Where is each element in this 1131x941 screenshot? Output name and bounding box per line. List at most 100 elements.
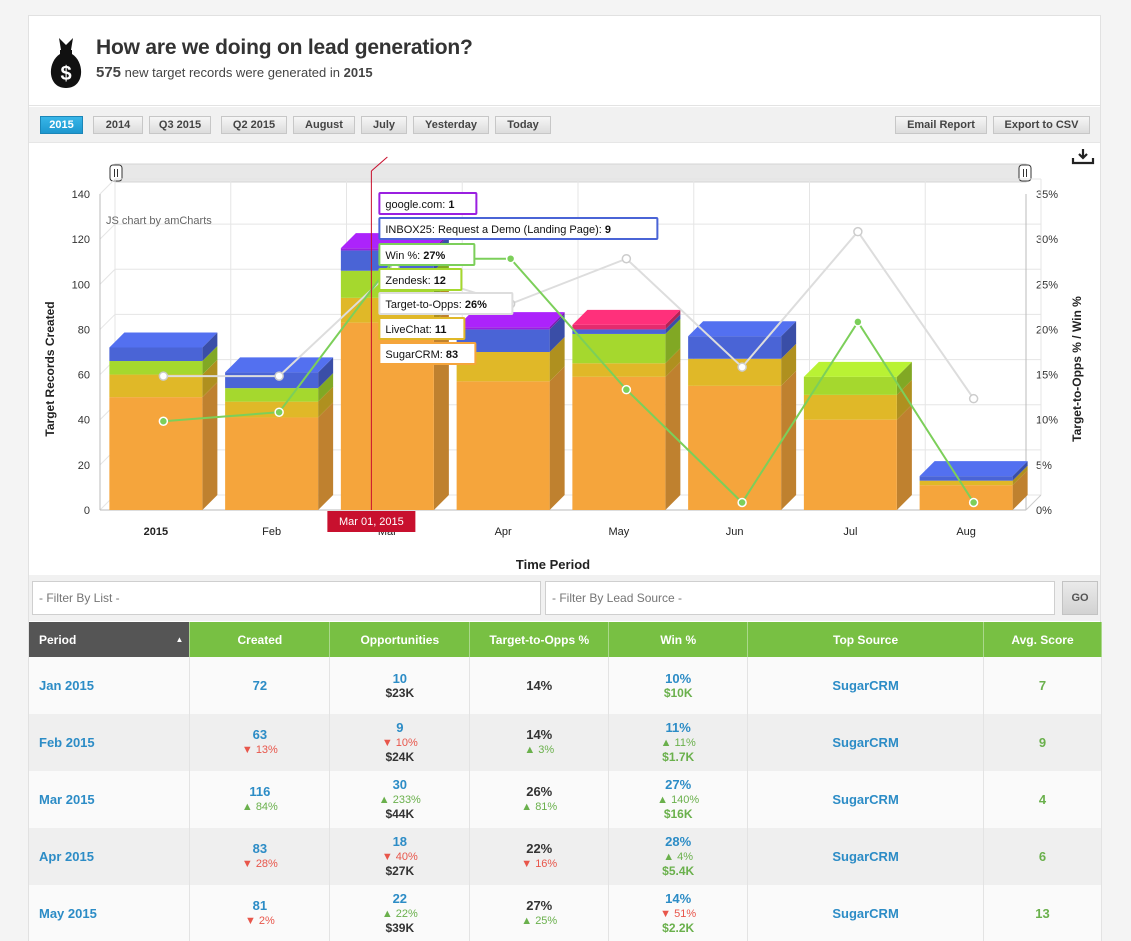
export-csv-button[interactable]: Export to CSV <box>993 116 1090 134</box>
table-row[interactable]: Jan 2015 72 10 $23K 14% 10% $10K SugarCRM 7 <box>29 657 1102 714</box>
table-row[interactable]: May 2015 81 ▼ 2% 22 ▲ 22% $39K 27% ▲ 25% 14% ▼ 51… <box>29 885 1102 941</box>
bar-front <box>919 485 1013 510</box>
column-header-avg-score[interactable]: Avg. Score <box>983 622 1102 657</box>
filter-by-list-input[interactable] <box>32 581 541 615</box>
scrollbar-left-handle[interactable] <box>109 164 123 182</box>
line-point[interactable] <box>853 317 863 327</box>
cell-created: 83 ▼ 28% <box>189 828 331 885</box>
bar-segment-inbox25-request-a-demo-landing-page-[interactable] <box>688 321 797 359</box>
cell-win: 14% ▼ 51% $2.2K <box>608 885 749 941</box>
column-header-target-to-opps[interactable]: Target-to-Opps % <box>469 622 610 657</box>
cell-top-source[interactable]: SugarCRM <box>747 657 984 714</box>
line-point[interactable] <box>274 407 284 417</box>
bar-segment-zendesk[interactable] <box>572 318 681 364</box>
bar-segment-inbox25-request-a-demo-landing-page-[interactable] <box>456 314 565 352</box>
bar-front <box>572 376 666 510</box>
cell-period[interactable]: Jan 2015 <box>29 657 191 714</box>
line-point[interactable] <box>505 253 516 264</box>
bar-front <box>572 329 666 334</box>
period-button-august[interactable]: August <box>293 116 355 134</box>
bar-segment-livechat[interactable] <box>572 348 681 377</box>
table-row[interactable]: Mar 2015 116 ▲ 84% 30 ▲ 233% $44K 26% ▲ 81% 27% ▲… <box>29 771 1102 828</box>
bar-segment-livechat[interactable] <box>803 379 912 420</box>
period-button-today[interactable]: Today <box>495 116 551 134</box>
table-row[interactable]: Feb 2015 63 ▼ 13% 9 ▼ 10% $24K 14% ▲ 3% 11% ▲ 11%… <box>29 714 1102 771</box>
bar-segment-sugarcrm[interactable] <box>109 382 218 510</box>
line-point[interactable] <box>853 226 863 237</box>
bar-side <box>896 361 912 395</box>
y-tick-label: 120 <box>72 234 90 246</box>
line-point[interactable] <box>158 371 169 381</box>
bar-segment-inbox25-request-a-demo-landing-page-[interactable] <box>109 332 218 362</box>
y2-tick-label: 25% <box>1036 279 1058 291</box>
gridline-depth <box>99 314 116 330</box>
money-bag-icon: $ <box>50 38 82 88</box>
period-button-2015[interactable]: 2015 <box>40 116 83 134</box>
scrollbar-right-handle[interactable] <box>1018 164 1032 182</box>
bar-segment-livechat[interactable] <box>109 359 218 398</box>
column-header-period[interactable]: Period ▲ <box>29 622 191 657</box>
bar-side <box>896 404 912 510</box>
tooltip-label: Target-to-Opps: 26% <box>385 299 487 311</box>
bar-front <box>109 347 203 362</box>
line-point[interactable] <box>968 497 979 508</box>
bar-segment-sugarcrm[interactable] <box>803 404 912 510</box>
column-header-win[interactable]: Win % <box>608 622 749 657</box>
go-button[interactable]: GO <box>1062 581 1098 615</box>
cell-avg-score: 4 <box>983 771 1102 828</box>
column-header-created[interactable]: Created <box>189 622 331 657</box>
period-button-2014[interactable]: 2014 <box>93 116 143 134</box>
filter-bar: GO <box>29 575 1100 621</box>
cell-period[interactable]: Mar 2015 <box>29 771 191 828</box>
bar-segment-inbox25-request-a-demo-landing-page-[interactable] <box>919 461 1028 481</box>
bar-segment-inbox25-request-a-demo-landing-page-[interactable] <box>572 314 681 334</box>
line-point[interactable] <box>158 416 169 426</box>
tooltip-target-to-opps: Target-to-Opps: 26% <box>378 292 514 315</box>
bar-front <box>688 385 782 510</box>
period-button-yesterday[interactable]: Yesterday <box>413 116 489 134</box>
line-point[interactable] <box>968 393 979 404</box>
bar-segment-zendesk[interactable] <box>109 346 218 375</box>
line-win- <box>163 257 975 505</box>
cell-top-source[interactable]: SugarCRM <box>747 828 984 885</box>
cell-period[interactable]: May 2015 <box>29 885 191 941</box>
column-header-opportunities[interactable]: Opportunities <box>329 622 471 657</box>
bar-segment-sugarcrm[interactable] <box>572 361 681 510</box>
bar-front <box>109 397 203 510</box>
cell-top-source[interactable]: SugarCRM <box>747 714 984 771</box>
bar-segment-sugarcrm[interactable] <box>225 402 334 510</box>
cell-top-source[interactable]: SugarCRM <box>747 885 984 941</box>
line-point[interactable] <box>621 384 632 395</box>
table-row[interactable]: Apr 2015 83 ▼ 28% 18 ▼ 40% $27K 22% ▼ 16% 28% ▲ 4… <box>29 828 1102 885</box>
bar-segment-livechat[interactable] <box>688 343 797 386</box>
bar-side <box>318 386 334 418</box>
line-point[interactable] <box>621 253 632 264</box>
email-report-button[interactable]: Email Report <box>895 116 987 134</box>
x-tick-label: May <box>608 526 629 538</box>
cell-created: 72 <box>189 657 331 714</box>
bar-segment-livechat[interactable] <box>919 465 1028 486</box>
cell-period[interactable]: Feb 2015 <box>29 714 191 771</box>
tooltip-google-com: google.com: 1 <box>378 192 478 215</box>
download-icon[interactable] <box>1071 149 1095 165</box>
tooltip-label: google.com: 1 <box>385 199 454 211</box>
tooltip-win-: Win %: 27% <box>378 243 476 266</box>
bar-segment-livechat[interactable] <box>225 386 334 418</box>
bar-segment-zendesk[interactable] <box>803 361 912 395</box>
line-point[interactable] <box>274 371 284 381</box>
bar-segment-sugarcrm[interactable] <box>456 366 565 510</box>
bar-segment-sugarcrm[interactable] <box>688 370 797 510</box>
period-button-july[interactable]: July <box>361 116 407 134</box>
tooltip-inbox25-request-a-demo-landing-page-: INBOX25: Request a Demo (Landing Page): … <box>378 217 659 240</box>
line-point[interactable] <box>737 362 747 372</box>
column-header-top-source[interactable]: Top Source <box>747 622 984 657</box>
bar-segment-other[interactable] <box>572 309 681 330</box>
period-button-q2-2015[interactable]: Q2 2015 <box>221 116 287 134</box>
period-button-q3-2015[interactable]: Q3 2015 <box>149 116 211 134</box>
cell-top-source[interactable]: SugarCRM <box>747 771 984 828</box>
line-point[interactable] <box>737 497 747 508</box>
filter-by-lead-source-input[interactable] <box>545 581 1055 615</box>
bar-side <box>665 318 681 364</box>
bar-front <box>572 324 666 330</box>
cell-period[interactable]: Apr 2015 <box>29 828 191 885</box>
